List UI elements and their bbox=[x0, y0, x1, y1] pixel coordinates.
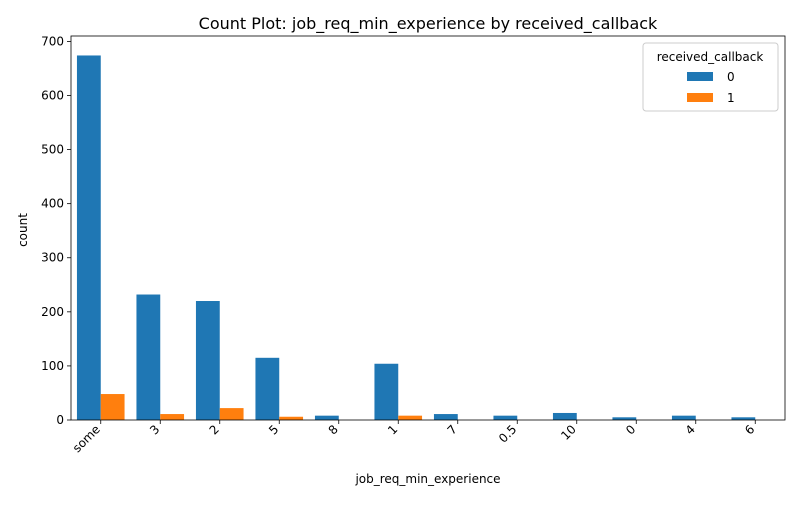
bar-4-series-0 bbox=[672, 416, 696, 420]
y-tick-label: 200 bbox=[41, 305, 64, 319]
x-tick-label: 6 bbox=[742, 422, 757, 437]
legend-title: received_callback bbox=[657, 50, 764, 64]
x-tick-label: 2 bbox=[207, 422, 222, 437]
legend: received_callback 0 1 bbox=[643, 43, 778, 111]
x-tick-label: 1 bbox=[385, 422, 400, 437]
bar-some-series-0 bbox=[77, 55, 101, 420]
x-tick-label: 4 bbox=[683, 422, 698, 437]
chart-title: Count Plot: job_req_min_experience by re… bbox=[199, 14, 658, 34]
y-tick-label: 500 bbox=[41, 143, 64, 157]
bar-6-series-0 bbox=[731, 417, 755, 420]
bar-1-series-0 bbox=[374, 364, 398, 420]
x-tick-label: 10 bbox=[558, 422, 579, 443]
y-tick-label: 300 bbox=[41, 251, 64, 265]
bar-5-series-0 bbox=[255, 358, 279, 420]
bar-2-series-1 bbox=[220, 408, 244, 420]
bar-5-series-1 bbox=[279, 417, 303, 420]
bar-1-series-1 bbox=[398, 416, 422, 420]
x-tick-label: 0.5 bbox=[496, 422, 519, 445]
bar-3-series-1 bbox=[160, 414, 184, 420]
x-tick-label: 8 bbox=[326, 422, 341, 437]
bar-2-series-0 bbox=[196, 301, 220, 420]
x-axis-label: job_req_min_experience bbox=[354, 472, 500, 486]
y-axis-label: count bbox=[16, 213, 30, 247]
bar-7-series-0 bbox=[434, 414, 458, 420]
bar-0-series-0 bbox=[612, 417, 636, 420]
bar-0.5-series-0 bbox=[493, 416, 517, 420]
x-tick-label: 3 bbox=[147, 422, 162, 437]
legend-label-series-0: 0 bbox=[727, 70, 735, 84]
y-tick-label: 400 bbox=[41, 197, 64, 211]
legend-label-series-1: 1 bbox=[727, 91, 735, 105]
x-tick-label: 0 bbox=[623, 422, 638, 437]
bar-10-series-0 bbox=[553, 413, 577, 420]
legend-swatch-series-0 bbox=[687, 72, 713, 81]
bar-8-series-0 bbox=[315, 416, 339, 420]
legend-swatch-series-1 bbox=[687, 93, 713, 102]
bar-some-series-1 bbox=[101, 394, 125, 420]
y-tick-label: 600 bbox=[41, 88, 64, 102]
x-tick-label: 5 bbox=[266, 422, 281, 437]
x-tick-label: 7 bbox=[445, 422, 460, 437]
y-tick-label: 700 bbox=[41, 34, 64, 48]
y-tick-label: 0 bbox=[56, 413, 64, 427]
bar-3-series-0 bbox=[136, 295, 160, 420]
x-tick-label: some bbox=[70, 422, 103, 455]
y-tick-label: 100 bbox=[41, 359, 64, 373]
